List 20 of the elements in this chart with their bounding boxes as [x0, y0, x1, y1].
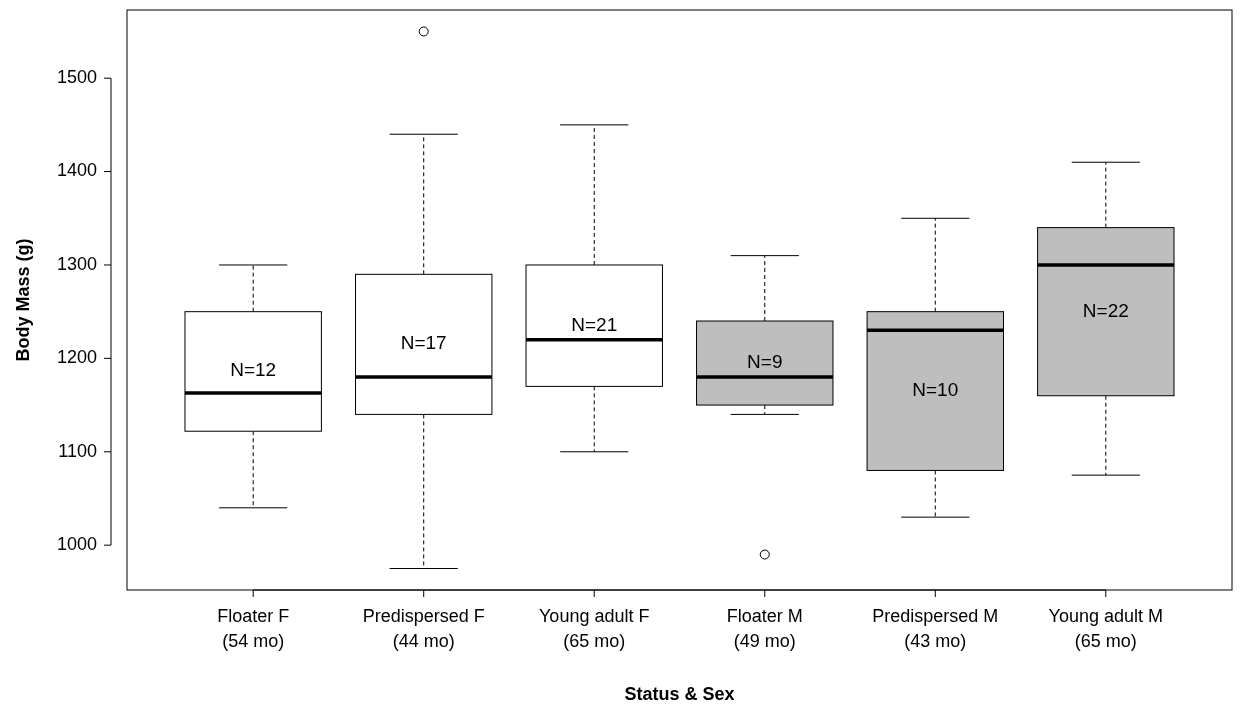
annotation: N=9	[747, 351, 783, 373]
y-tick-label: 1200	[56, 347, 97, 368]
x-tick-label: Young adult F (65 mo)	[539, 606, 650, 651]
annotation: N=21	[571, 313, 618, 335]
y-tick-label: 1500	[56, 66, 97, 87]
y-tick-label: 1100	[58, 440, 97, 461]
y-axis-title: Body Mass (g)	[13, 238, 33, 362]
annotation: N=22	[1082, 299, 1129, 321]
annotation: N=10	[912, 379, 959, 401]
y-tick-label: 1300	[56, 253, 97, 274]
x-axis-title: Status & Sex	[624, 684, 735, 704]
x-tick-label: Predispersed F (44 mo)	[362, 606, 485, 651]
x-tick-label: Floater M (49 mo)	[726, 606, 803, 651]
annotation: N=17	[400, 332, 447, 354]
x-tick-label: Predispersed M (43 mo)	[872, 606, 999, 651]
y-tick-label: 1000	[56, 533, 97, 554]
y-tick-label: 1400	[56, 160, 97, 181]
x-tick-label: Young adult M (65 mo)	[1048, 606, 1164, 651]
annotation: N=12	[230, 359, 277, 381]
x-tick-label: Floater F (54 mo)	[217, 606, 290, 651]
